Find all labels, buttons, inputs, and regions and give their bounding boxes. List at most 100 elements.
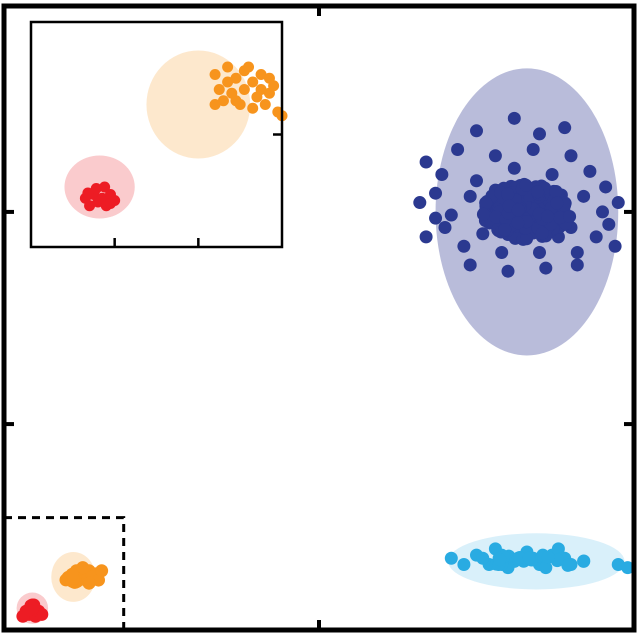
data-point [577, 189, 591, 203]
data-point [259, 99, 271, 110]
data-point [457, 557, 471, 571]
data-point [526, 143, 540, 157]
data-point [498, 223, 512, 237]
data-point [476, 227, 490, 241]
data-point [535, 226, 549, 240]
data-point [570, 258, 584, 272]
data-point [583, 164, 597, 178]
data-point [92, 196, 104, 208]
data-point [501, 264, 515, 278]
data-point [95, 564, 109, 578]
data-point [247, 102, 259, 114]
data-point [209, 99, 221, 110]
cluster-0 [146, 50, 288, 159]
data-point [419, 155, 433, 169]
data-point [413, 196, 427, 210]
data-point [457, 239, 471, 253]
data-point [444, 208, 458, 222]
data-point [438, 221, 452, 235]
data-point [255, 84, 267, 95]
data-point [608, 239, 622, 253]
data-point [470, 174, 483, 188]
main-plot [1, 3, 637, 633]
data-point [255, 69, 267, 80]
data-point [522, 551, 536, 565]
data-point [533, 127, 546, 141]
data-point [507, 161, 521, 175]
data-point [493, 553, 507, 567]
data-point [539, 261, 553, 275]
data-point [507, 111, 521, 125]
data-point [541, 550, 555, 564]
data-point [222, 76, 234, 88]
data-point [561, 558, 575, 572]
data-point [589, 230, 603, 244]
data-point [104, 198, 116, 209]
data-point [531, 185, 545, 199]
confidence-ellipse [146, 50, 251, 159]
zoom-region-box [2, 516, 126, 632]
data-point [489, 210, 503, 224]
data-point [519, 178, 533, 192]
data-point [84, 200, 96, 212]
data-point [429, 211, 443, 225]
data-point [243, 61, 255, 73]
data-point [495, 245, 509, 259]
data-point [553, 211, 567, 225]
data-point [82, 576, 96, 590]
data-point [479, 196, 493, 210]
cluster-3 [16, 592, 49, 624]
data-point [476, 207, 490, 221]
data-point [511, 203, 525, 217]
data-point [550, 196, 564, 210]
data-point [230, 72, 242, 84]
data-point [570, 245, 584, 259]
data-point [577, 554, 591, 568]
data-point [247, 76, 259, 88]
data-point [76, 561, 90, 575]
data-point [599, 180, 613, 194]
data-point [533, 245, 546, 259]
data-point [451, 143, 465, 157]
data-point [476, 551, 490, 565]
data-point [209, 69, 221, 80]
data-point [65, 567, 79, 581]
data-point [213, 84, 225, 95]
data-point [82, 187, 94, 199]
data-point [564, 149, 578, 163]
data-point [35, 607, 49, 621]
data-point [511, 216, 525, 230]
data-point [470, 124, 483, 138]
inset-plot [29, 20, 288, 249]
cluster-2 [51, 552, 109, 602]
data-point [444, 551, 458, 565]
data-point [541, 209, 555, 223]
cluster-1 [444, 533, 635, 590]
data-point [435, 167, 449, 181]
data-point [22, 603, 36, 617]
data-point [488, 149, 502, 163]
data-point [545, 167, 559, 181]
data-point [463, 189, 477, 203]
data-point [222, 61, 234, 73]
data-point [596, 205, 609, 219]
data-point [230, 95, 242, 107]
data-point [520, 232, 534, 246]
data-point [513, 551, 527, 565]
data-point [602, 217, 616, 231]
data-point [268, 80, 280, 92]
data-point [621, 561, 635, 575]
cluster-0 [413, 68, 625, 356]
data-point [563, 210, 577, 224]
data-point [549, 184, 563, 198]
cluster-1 [64, 155, 135, 219]
data-point [429, 186, 443, 200]
data-point [419, 230, 433, 244]
data-point [238, 84, 250, 95]
data-point [217, 95, 229, 107]
data-point [558, 121, 572, 135]
data-point [90, 183, 102, 194]
data-point [539, 561, 553, 575]
data-point [611, 196, 625, 210]
